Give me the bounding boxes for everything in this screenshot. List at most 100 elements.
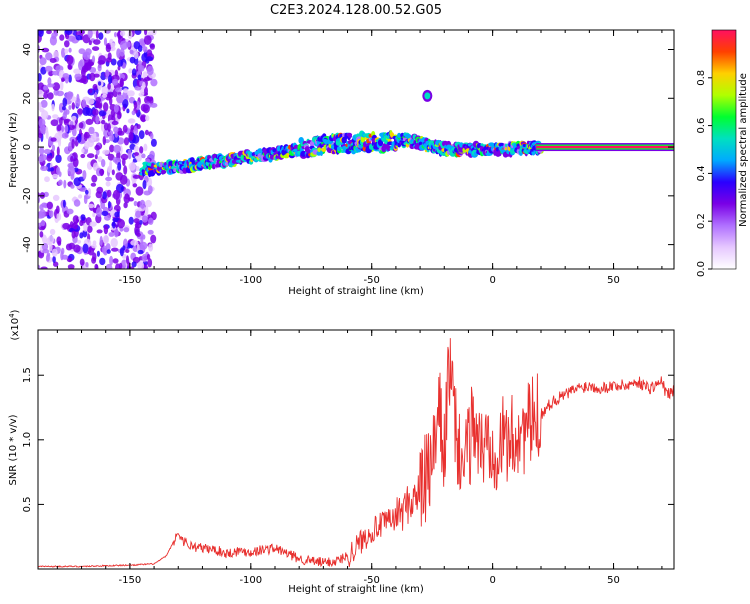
- colorbar-tick-label: 0.8: [696, 70, 707, 86]
- snr-series-line: [38, 338, 674, 568]
- x-tick-label: 0: [489, 275, 495, 286]
- noise-blob: [119, 30, 126, 37]
- noise-blob: [63, 179, 67, 189]
- noise-blob: [132, 174, 141, 179]
- noise-blob: [38, 30, 44, 37]
- noise-blob: [95, 264, 99, 269]
- noise-blob: [126, 90, 135, 97]
- noise-blob: [105, 57, 113, 63]
- noise-blob: [82, 52, 87, 58]
- noise-blob: [136, 124, 141, 130]
- noise-blob: [107, 123, 111, 132]
- noise-blob: [123, 165, 128, 175]
- noise-blob: [143, 143, 148, 152]
- noise-blob: [110, 42, 116, 48]
- noise-blob: [49, 35, 58, 46]
- noise-blob: [45, 254, 50, 262]
- noise-blob: [144, 86, 148, 96]
- ridge-blob: [348, 134, 352, 138]
- noise-blob: [83, 195, 88, 205]
- noise-blob: [70, 121, 74, 126]
- noise-blob: [51, 70, 60, 76]
- noise-blob: [58, 179, 63, 186]
- noise-blob: [44, 176, 50, 183]
- noise-blob: [45, 52, 53, 61]
- noise-blob: [141, 153, 146, 159]
- noise-blob: [150, 78, 158, 87]
- noise-blob: [64, 92, 71, 100]
- noise-blob: [148, 243, 154, 252]
- noise-blob: [40, 99, 48, 108]
- noise-blob: [58, 171, 62, 177]
- noise-blob: [91, 55, 96, 64]
- noise-blob: [127, 149, 132, 160]
- noise-blob: [114, 31, 117, 38]
- noise-blob: [105, 176, 113, 182]
- noise-blob: [84, 141, 90, 150]
- noise-blob: [95, 102, 102, 109]
- noise-blob: [144, 199, 152, 208]
- noise-blob: [142, 104, 150, 114]
- noise-blob: [122, 245, 126, 251]
- noise-blob: [38, 264, 41, 269]
- noise-blob: [92, 108, 99, 116]
- noise-blob: [150, 138, 157, 147]
- noise-blob: [38, 155, 44, 163]
- noise-blob: [71, 102, 76, 110]
- noise-blob: [56, 90, 64, 97]
- noise-blob: [96, 250, 100, 257]
- noise-blob: [101, 210, 109, 217]
- bottom-y-scale-note: (x104): [8, 309, 21, 340]
- noise-blob: [56, 146, 60, 156]
- noise-blob: [119, 40, 128, 50]
- noise-blob: [99, 257, 106, 266]
- noise-blob: [67, 264, 75, 269]
- constant-band: [536, 145, 674, 149]
- noise-blob: [128, 131, 134, 141]
- x-tick-label: -50: [364, 275, 380, 286]
- noise-blob: [133, 51, 139, 60]
- noise-blob: [101, 159, 106, 168]
- ridge-blob: [317, 147, 322, 152]
- noise-blob: [123, 202, 128, 209]
- noise-blob: [80, 153, 86, 159]
- noise-blob: [76, 93, 80, 103]
- noise-blob: [108, 232, 115, 237]
- noise-blob: [73, 68, 81, 75]
- noise-blob: [114, 211, 120, 218]
- noise-blob: [94, 144, 101, 151]
- noise-blob: [95, 96, 101, 103]
- noise-blob: [88, 40, 92, 46]
- noise-blob: [113, 227, 119, 238]
- noise-blob: [62, 111, 67, 120]
- noise-blob: [122, 124, 128, 133]
- noise-blob: [117, 219, 125, 229]
- noise-blob: [85, 189, 89, 195]
- noise-blob: [52, 82, 61, 91]
- noise-blob: [102, 191, 107, 200]
- noise-blob: [46, 155, 53, 162]
- noise-blob: [107, 83, 111, 90]
- noise-blob: [41, 110, 49, 120]
- noise-blob: [99, 235, 103, 246]
- noise-blob: [109, 255, 114, 266]
- noise-blob: [142, 46, 148, 53]
- noise-blob: [58, 102, 65, 113]
- noise-blob: [66, 208, 74, 215]
- noise-blob: [128, 216, 134, 225]
- noise-blob: [147, 185, 153, 195]
- noise-blob: [64, 48, 69, 54]
- y-tick-label: 40: [22, 43, 33, 56]
- noise-blob: [98, 81, 102, 86]
- noise-blob: [125, 41, 131, 48]
- noise-blob: [105, 44, 111, 53]
- noise-blob: [117, 113, 122, 120]
- noise-blob: [111, 169, 115, 176]
- noise-blob: [119, 77, 124, 88]
- noise-blob: [134, 152, 139, 156]
- noise-blob: [144, 129, 149, 136]
- bottom-x-axis-label: Height of straight line (km): [288, 584, 424, 595]
- noise-blob: [89, 88, 93, 94]
- noise-blob: [144, 30, 148, 36]
- noise-blob: [101, 119, 106, 125]
